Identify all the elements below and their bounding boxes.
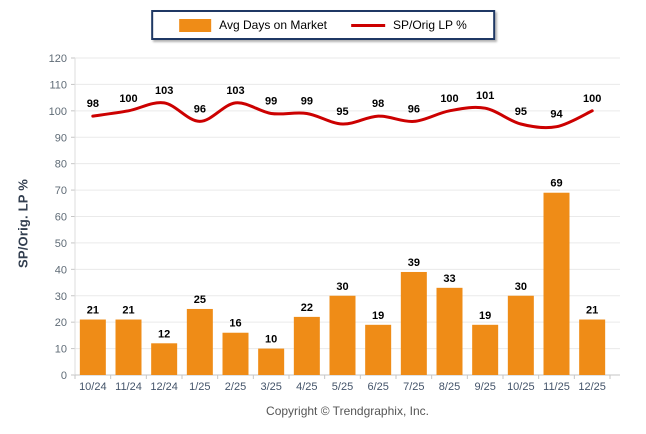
legend: Avg Days on Market SP/Orig LP % (151, 10, 495, 40)
legend-label-line: SP/Orig LP % (393, 18, 467, 32)
svg-text:39: 39 (408, 257, 420, 269)
svg-text:12/24: 12/24 (150, 381, 178, 393)
svg-text:103: 103 (226, 85, 244, 97)
svg-text:60: 60 (55, 212, 67, 224)
svg-text:40: 40 (55, 264, 67, 276)
svg-text:98: 98 (87, 98, 99, 110)
svg-text:12/25: 12/25 (578, 381, 606, 393)
svg-text:19: 19 (372, 310, 384, 322)
svg-text:10: 10 (265, 334, 277, 346)
svg-text:33: 33 (443, 273, 455, 285)
svg-text:95: 95 (515, 106, 527, 118)
svg-text:100: 100 (119, 93, 137, 105)
svg-text:94: 94 (550, 109, 563, 121)
svg-text:100: 100 (583, 93, 601, 105)
svg-text:19: 19 (479, 310, 491, 322)
copyright-text: Copyright © Trendgraphix, Inc. (266, 404, 429, 418)
svg-text:2/25: 2/25 (225, 381, 246, 393)
svg-text:1/25: 1/25 (189, 381, 210, 393)
svg-text:22: 22 (301, 302, 313, 314)
bar-series-swatch-icon (179, 18, 212, 32)
svg-text:100: 100 (440, 93, 458, 105)
svg-text:4/25: 4/25 (296, 381, 317, 393)
svg-text:80: 80 (55, 159, 67, 171)
svg-text:12: 12 (158, 328, 170, 340)
svg-text:110: 110 (49, 79, 67, 91)
svg-text:120: 120 (49, 53, 67, 65)
svg-text:30: 30 (515, 281, 527, 293)
svg-text:3/25: 3/25 (260, 381, 281, 393)
svg-text:0: 0 (61, 370, 67, 382)
svg-text:98: 98 (372, 98, 384, 110)
svg-text:10/24: 10/24 (79, 381, 107, 393)
svg-text:10: 10 (55, 344, 67, 356)
svg-text:101: 101 (476, 90, 494, 102)
svg-text:95: 95 (336, 106, 348, 118)
legend-item-bar: Avg Days on Market (179, 18, 327, 32)
svg-text:7/25: 7/25 (403, 381, 424, 393)
legend-label-bar: Avg Days on Market (219, 18, 328, 32)
svg-text:20: 20 (55, 317, 67, 329)
svg-text:9/25: 9/25 (474, 381, 495, 393)
svg-text:16: 16 (229, 318, 241, 330)
svg-text:11/24: 11/24 (115, 381, 142, 393)
svg-text:5/25: 5/25 (332, 381, 353, 393)
svg-text:70: 70 (55, 185, 67, 197)
svg-text:50: 50 (55, 238, 67, 250)
svg-text:99: 99 (265, 95, 277, 107)
svg-text:21: 21 (122, 305, 134, 317)
svg-text:30: 30 (55, 291, 67, 303)
svg-text:30: 30 (336, 281, 348, 293)
svg-text:96: 96 (194, 103, 206, 115)
svg-text:21: 21 (87, 305, 99, 317)
y-axis-title: SP/Orig. LP % (15, 178, 31, 269)
svg-text:96: 96 (408, 103, 420, 115)
line-series-swatch-icon (351, 23, 386, 27)
svg-text:11/25: 11/25 (543, 381, 570, 393)
svg-text:25: 25 (194, 294, 206, 306)
svg-text:69: 69 (550, 178, 562, 190)
svg-text:21: 21 (586, 305, 598, 317)
legend-item-line: SP/Orig LP % (351, 18, 467, 32)
svg-text:8/25: 8/25 (439, 381, 460, 393)
svg-text:10/25: 10/25 (507, 381, 535, 393)
svg-text:6/25: 6/25 (367, 381, 388, 393)
svg-text:100: 100 (49, 106, 67, 118)
svg-text:99: 99 (301, 95, 313, 107)
svg-text:103: 103 (155, 85, 173, 97)
svg-text:90: 90 (55, 132, 67, 144)
